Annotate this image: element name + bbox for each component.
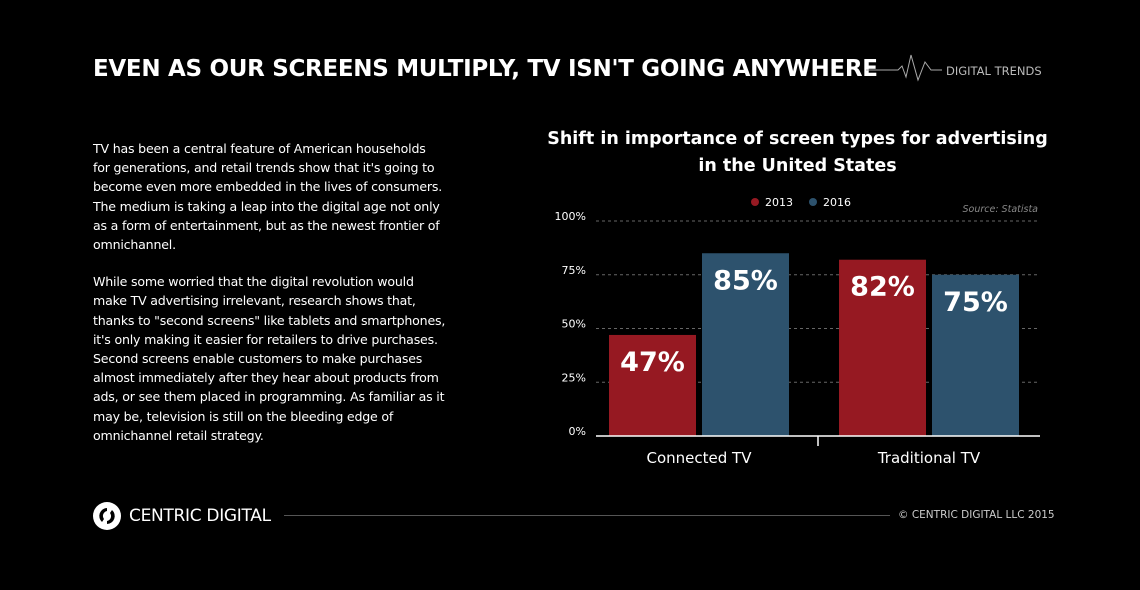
bar-2013-1 <box>839 259 926 436</box>
source-note: Source: Statista <box>963 204 1039 215</box>
data-label: 82% <box>850 272 915 303</box>
legend-marker-2013 <box>751 198 759 206</box>
data-label: 47% <box>620 347 685 378</box>
heartbeat-icon <box>866 54 942 82</box>
bar-2013-0 <box>609 334 696 436</box>
text-line: almost immediately after they hear about… <box>93 370 439 386</box>
brand-name: CENTRIC DIGITAL <box>129 506 271 526</box>
data-label: 85% <box>713 265 778 296</box>
text-line: for generations, and retail trends show … <box>93 160 435 176</box>
paragraph-2: While some worried that the digital revo… <box>93 272 483 445</box>
text-line: may be, television is still on the bleed… <box>93 408 394 424</box>
text-line: it's only making it easier for retailers… <box>93 331 438 347</box>
page-title: EVEN AS OUR SCREENS MULTIPLY, TV ISN'T G… <box>93 56 878 82</box>
chart-title: Shift in importance of screen types for … <box>545 126 1050 180</box>
refresh-circle-icon <box>93 502 121 530</box>
legend-label: 2016 <box>823 196 851 209</box>
copyright: © CENTRIC DIGITAL LLC 2015 <box>898 509 1055 521</box>
text-line: ads, or see them placed in programming. … <box>93 389 445 405</box>
y-tick-label: 25% <box>562 371 586 384</box>
divider <box>284 515 890 516</box>
text-line: While some worried that the digital revo… <box>93 274 414 290</box>
chart-title-line: Shift in importance of screen types for … <box>547 129 1048 149</box>
y-tick-label: 75% <box>562 264 586 277</box>
text-line: Second screens enable customers to make … <box>93 351 423 367</box>
text-line: TV has been a central feature of America… <box>93 141 426 156</box>
text-line: become even more embedded in the lives o… <box>93 179 443 195</box>
text-line: omnichannel retail strategy. <box>93 427 264 443</box>
brand-logo: CENTRIC DIGITAL <box>93 502 271 530</box>
chart-title-line: in the United States <box>698 156 897 176</box>
text-line: omnichannel. <box>93 237 176 253</box>
y-tick-label: 0% <box>569 425 586 438</box>
text-line: The medium is taking a leap into the dig… <box>93 198 440 214</box>
text-line: as a form of entertainment, but as the n… <box>93 217 440 233</box>
bar-2016-0 <box>702 253 789 436</box>
body-text: TV has been a central feature of America… <box>93 139 483 463</box>
y-tick-label: 100% <box>555 210 586 223</box>
legend-label: 2013 <box>765 196 793 209</box>
x-tick-label: Connected TV <box>647 449 753 467</box>
x-tick-label: Traditional TV <box>877 449 981 467</box>
paragraph-1: TV has been a central feature of America… <box>93 139 483 254</box>
y-tick-label: 50% <box>562 318 586 331</box>
data-label: 75% <box>943 287 1008 318</box>
legend-marker-2016 <box>809 198 817 206</box>
text-line: thanks to "second screens" like tablets … <box>93 312 446 328</box>
text-line: make TV advertising irrelevant, research… <box>93 293 416 309</box>
section-label: DIGITAL TRENDS <box>946 64 1042 78</box>
bar-2016-1 <box>932 274 1019 436</box>
